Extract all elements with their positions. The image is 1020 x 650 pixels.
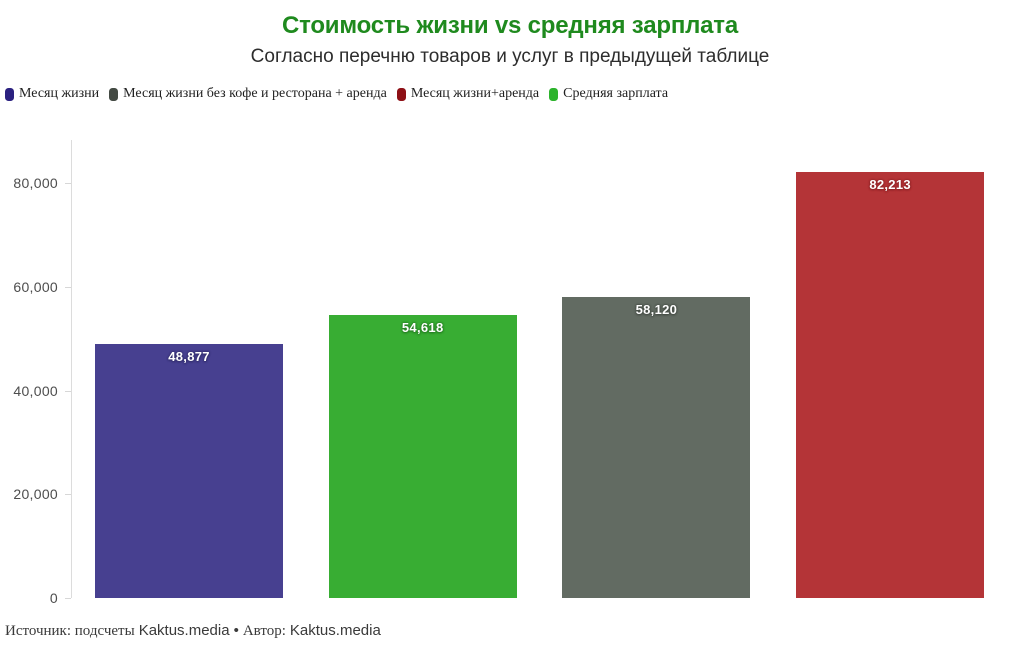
bar-1[interactable]: 54,618 [328,314,517,598]
author-label: Автор: [242,623,286,639]
bar-value-label: 82,213 [869,176,911,192]
legend-swatch-icon [5,87,14,101]
attribution-separator: • [233,622,239,639]
chart-subtitle: Согласно перечню товаров и услуг в преды… [250,46,770,67]
bar-3[interactable]: 82,213 [796,171,985,598]
legend-swatch-icon [109,87,119,101]
y-tick-mark [65,183,71,184]
bar-2[interactable]: 58,120 [562,296,751,598]
y-tick-mark [65,598,71,599]
author-brand: Kaktus.media [289,622,381,639]
y-tick-label: 60,000 [13,278,58,295]
legend-swatch-icon [396,87,406,101]
legend-label: Месяц жизни без кофе и ресторана + аренд… [123,86,387,101]
bar-0[interactable]: 48,877 [95,344,283,598]
legend: Месяц жизни Месяц жизни без кофе и рестор… [5,86,668,102]
source-brand: Kaktus.media [138,622,230,639]
y-axis-line [71,140,72,598]
source-label: Источник: подсчеты [5,623,135,639]
legend-label: Месяц жизни [19,86,100,101]
chart-title: Стоимость жизни vs средняя зарплата [281,12,739,39]
bar-value-label: 58,120 [635,301,678,317]
bar-value-label: 48,877 [168,349,210,365]
y-tick-mark [65,494,71,496]
y-tick-label: 80,000 [13,175,58,191]
legend-label: Месяц жизни+аренда [410,86,540,101]
y-tick-label: 0 [49,590,58,606]
legend-item-0: Месяц жизни [5,86,99,102]
y-tick-mark [65,286,71,288]
legend-item-1: Месяц жизни без кофе и ресторана + аренд… [109,86,387,102]
legend-swatch-icon [549,87,559,101]
legend-item-2: Месяц жизни+аренда [396,86,540,102]
legend-item-3: Средняя зарплата [549,86,668,102]
y-tick-label: 40,000 [13,382,58,399]
attribution: Источник: подсчеты Kaktus.media • Автор: Kak… [5,622,381,640]
y-tick-mark [65,390,71,392]
bar-value-label: 54,618 [401,319,444,335]
y-tick-label: 20,000 [13,486,58,503]
legend-label: Средняя зарплата [563,86,669,101]
